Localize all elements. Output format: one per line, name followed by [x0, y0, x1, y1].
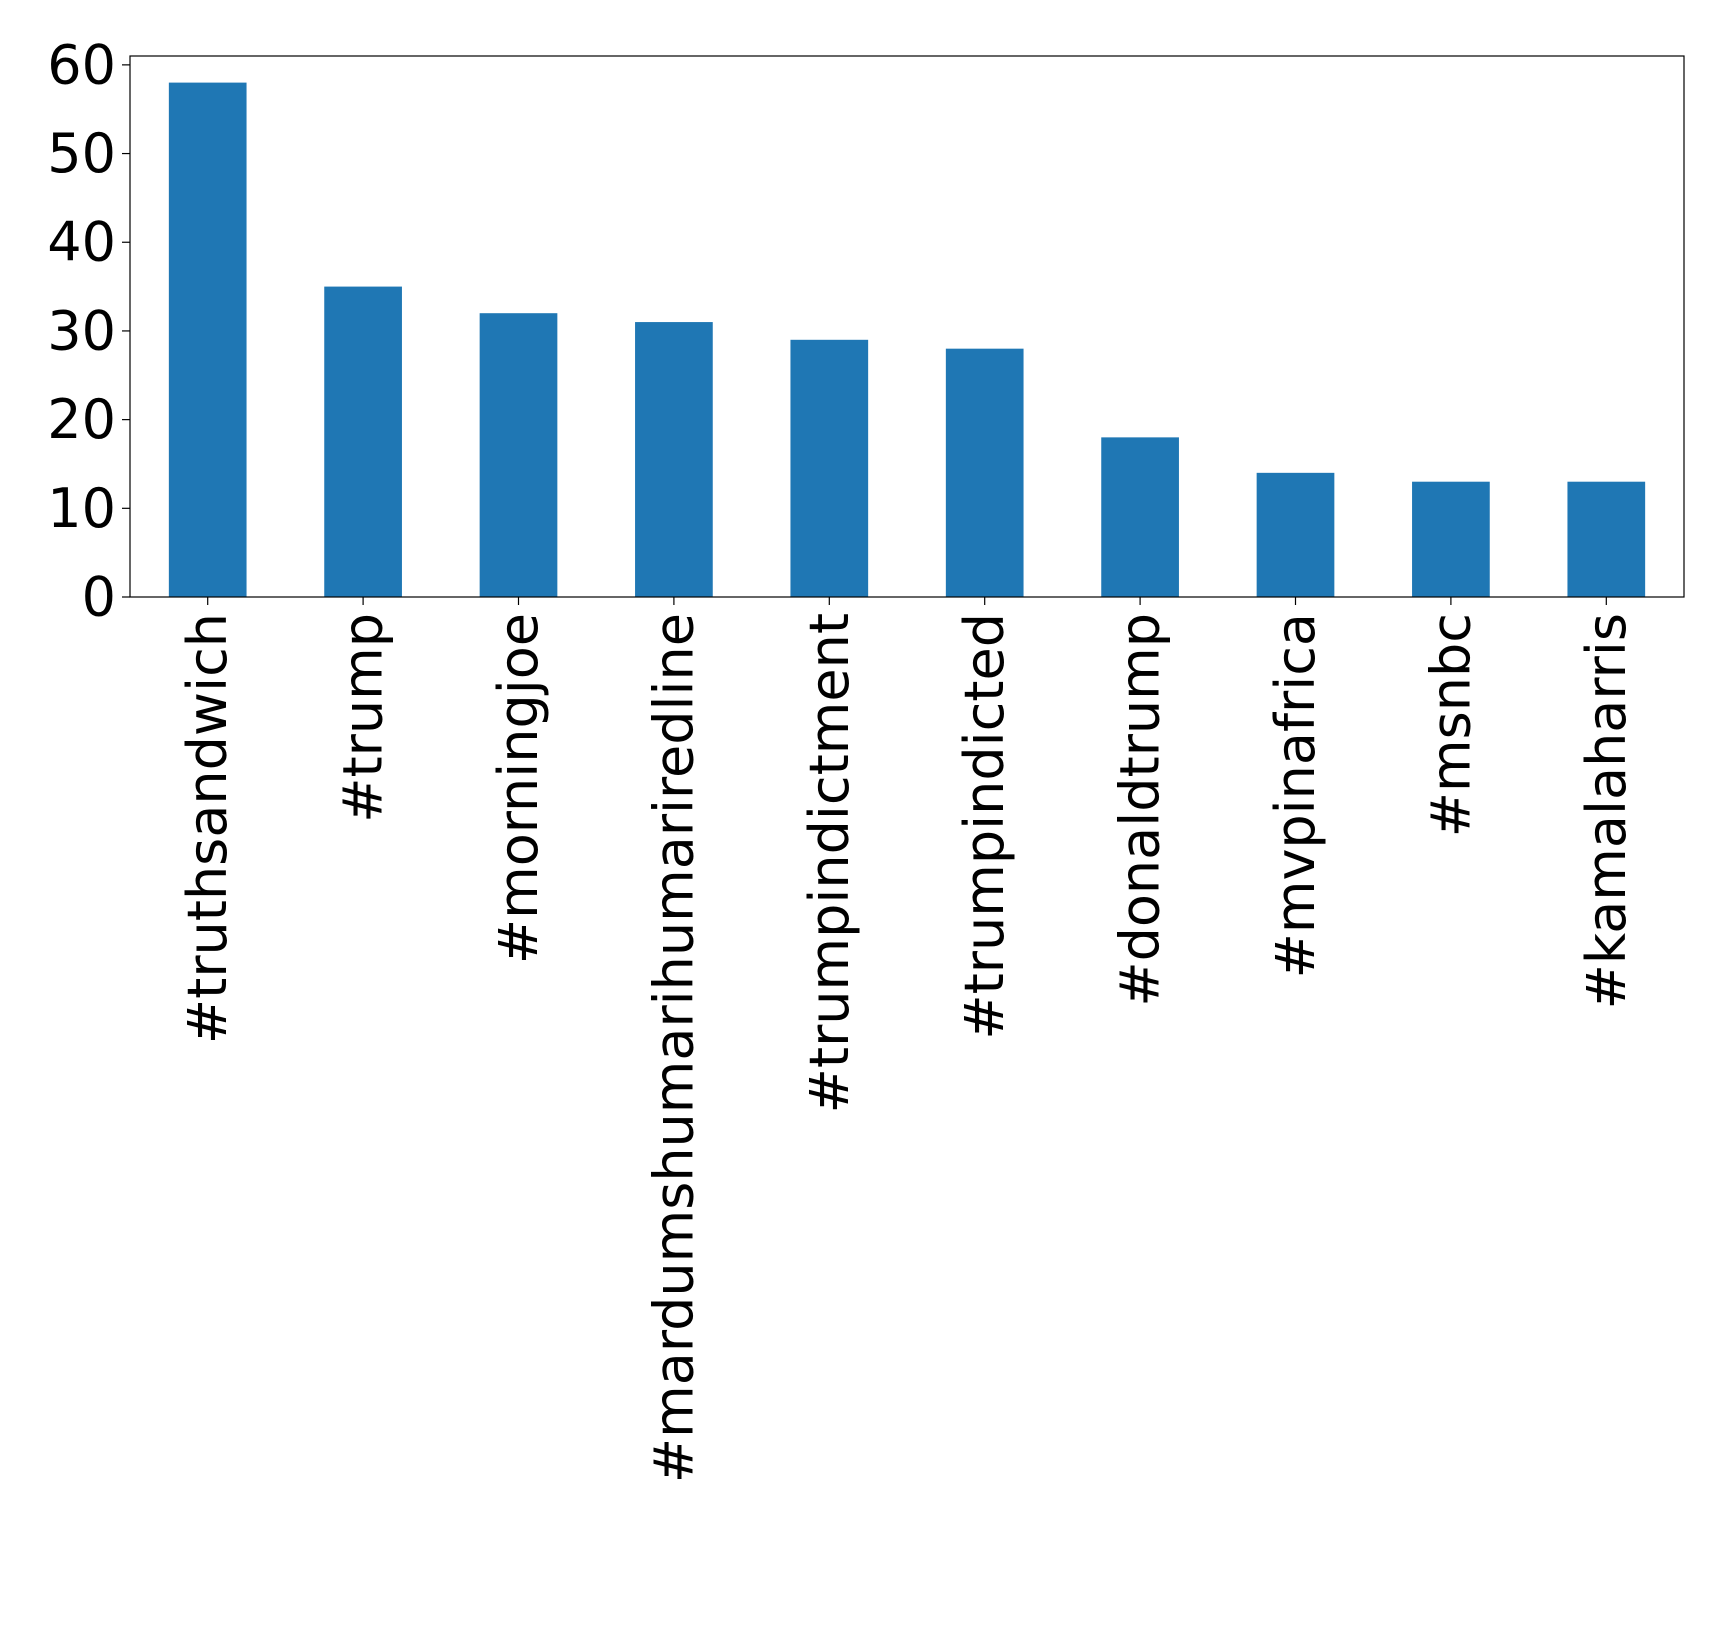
x-tick-label: #trumpindictment — [798, 613, 861, 1113]
y-axis: 0 10 20 30 40 50 60 — [47, 33, 130, 629]
y-tick-label: 40 — [47, 211, 116, 274]
x-tick-label: #kamalaharris — [1575, 613, 1638, 1009]
y-tick-label: 60 — [47, 33, 116, 96]
x-tick-label: #mardumshumarihumariredline — [642, 613, 705, 1483]
bar-truthsandwich — [168, 82, 247, 597]
y-tick-label: 10 — [47, 477, 116, 540]
x-tick-label: #mvpinafrica — [1264, 613, 1327, 978]
x-tick-label: #morningjoe — [487, 613, 550, 964]
y-tick-label: 0 — [82, 566, 116, 629]
x-tick-label: #donaldtrump — [1109, 613, 1172, 1007]
bars-group — [168, 82, 1646, 597]
x-tick-label: #msnbc — [1419, 613, 1482, 837]
bar-donaldtrump — [1101, 437, 1179, 597]
x-tick-label: #truthsandwich — [176, 613, 239, 1044]
bar-msnbc — [1412, 481, 1490, 597]
plot-frame — [129, 55, 1685, 598]
x-tick-label: #trumpindicted — [953, 613, 1016, 1040]
bar-kamalaharris — [1567, 481, 1646, 597]
x-tick-label: #trump — [332, 613, 395, 823]
bar-mvpinafrica — [1256, 472, 1335, 597]
x-axis: #truthsandwich #trump #morningjoe #mardumsh… — [176, 597, 1638, 1483]
y-tick-label: 50 — [47, 122, 116, 185]
bar-trumpindicted — [945, 348, 1024, 597]
y-tick-label: 30 — [47, 299, 116, 362]
bar-mardumshumarihumariredline — [635, 322, 713, 597]
bar-trump — [324, 286, 402, 597]
y-tick-label: 20 — [47, 388, 116, 451]
bar-morningjoe — [479, 313, 558, 597]
bar-trumpindictment — [790, 339, 869, 597]
